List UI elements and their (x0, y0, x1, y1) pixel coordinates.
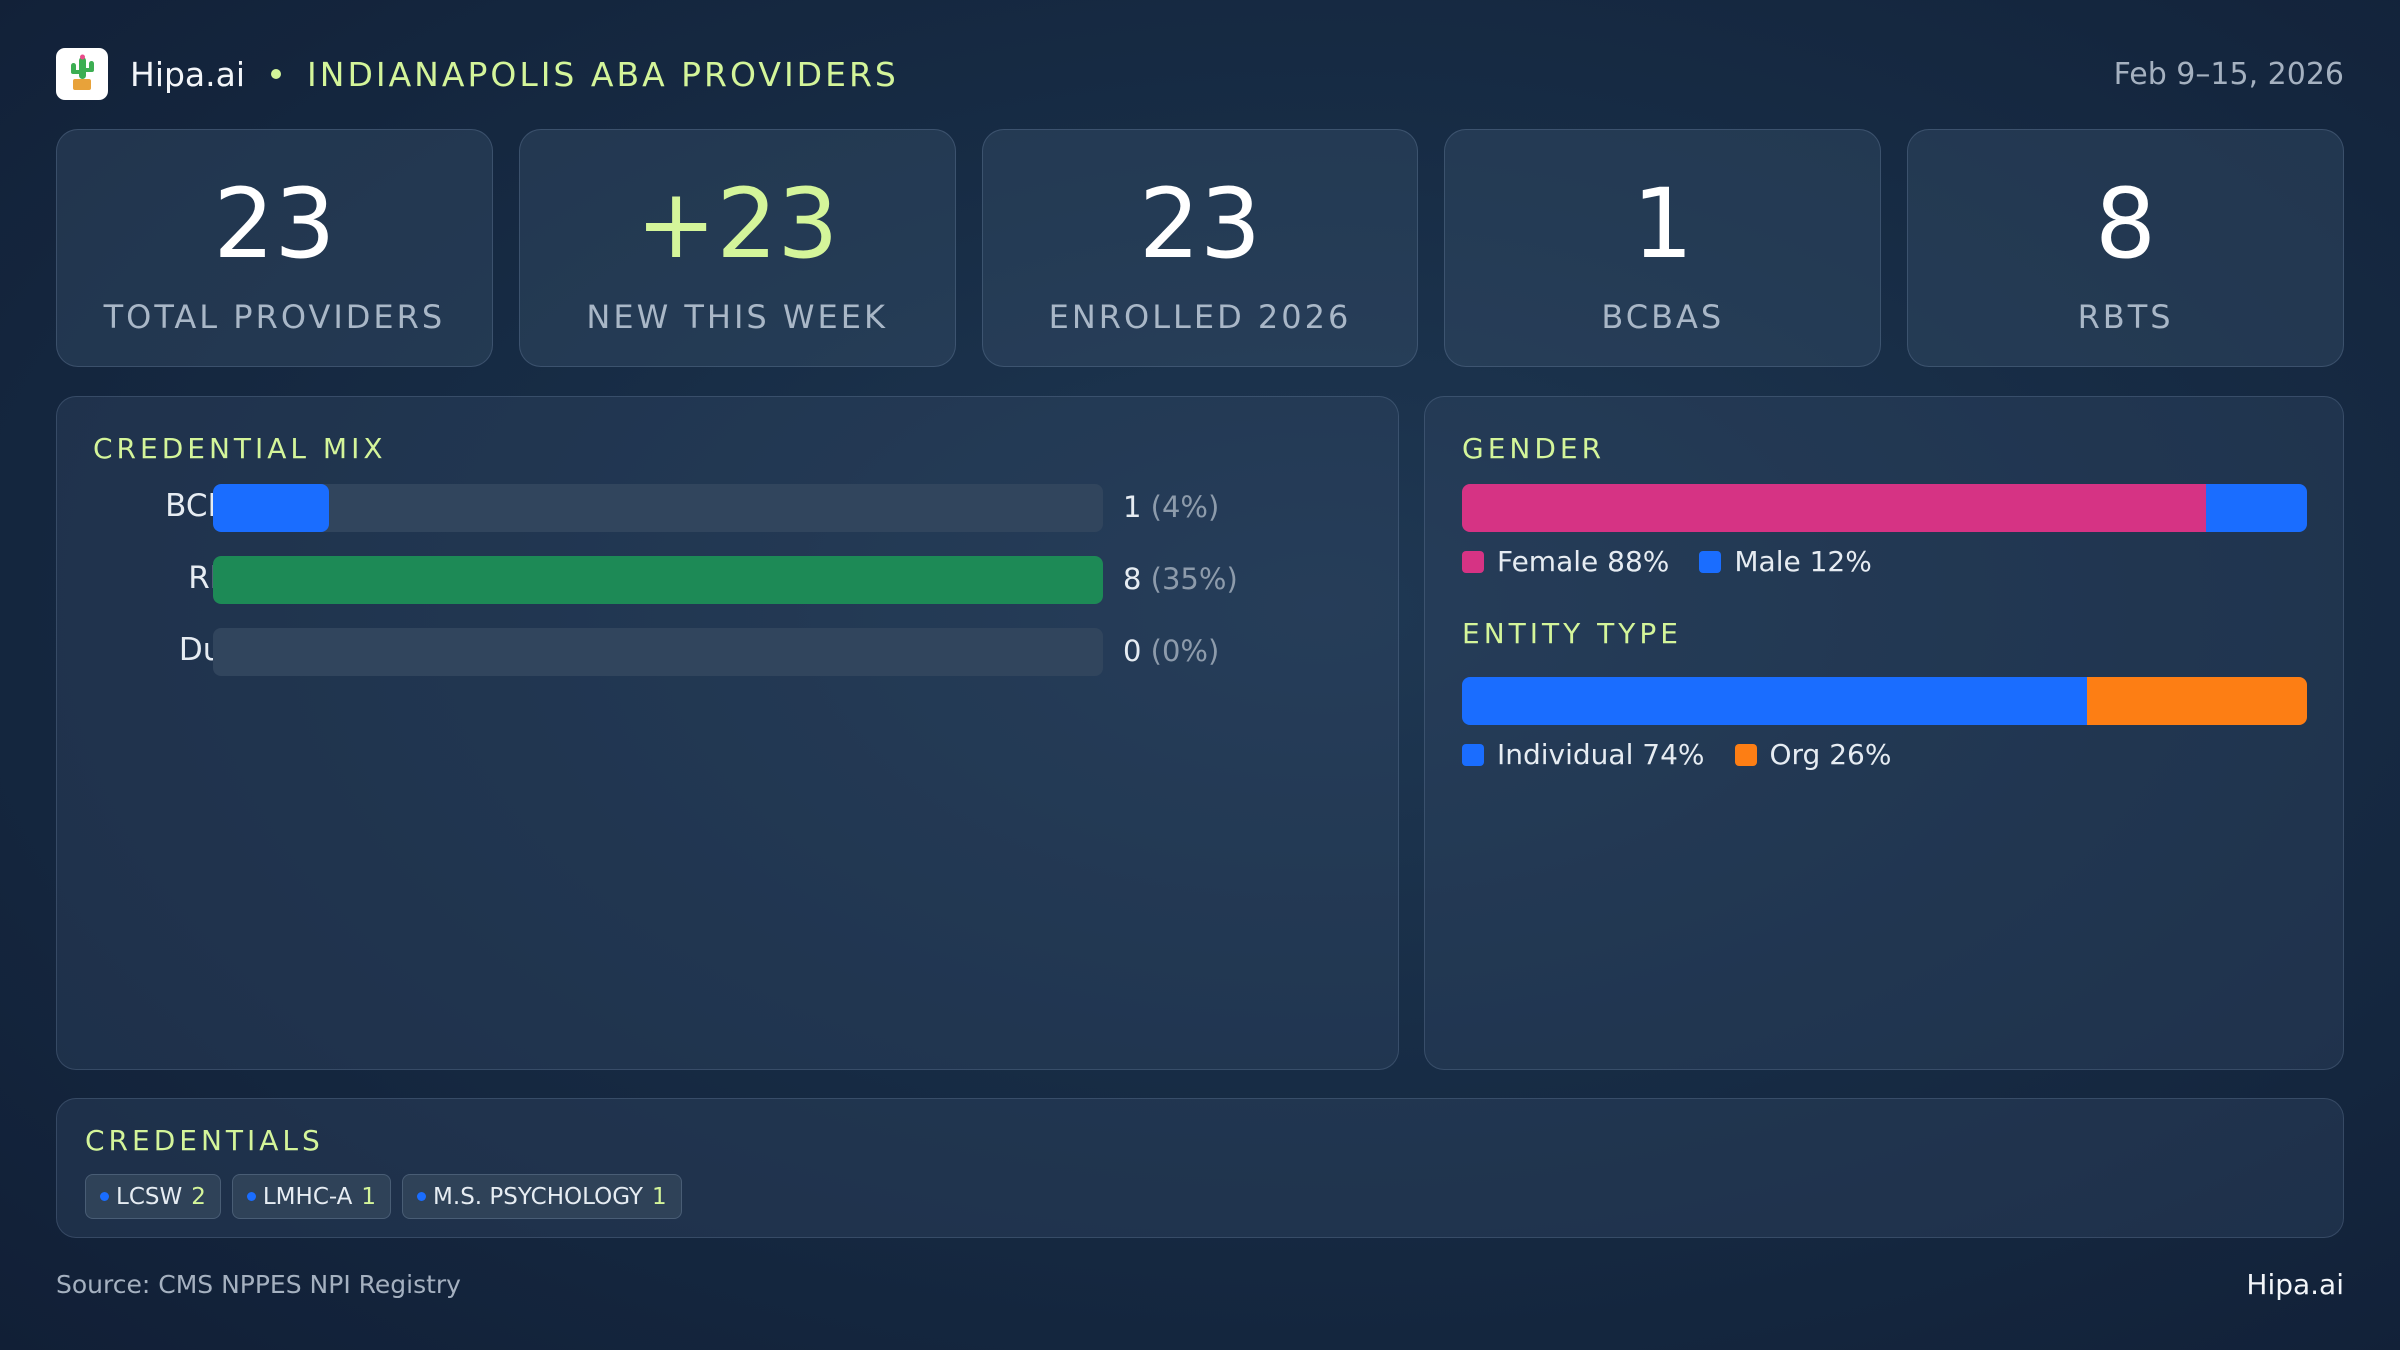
credential-chip-lcsw: LCSW 2 (85, 1174, 221, 1219)
entity-type-title: ENTITY TYPE (1462, 617, 1682, 650)
chip-count: 1 (651, 1183, 667, 1210)
panel-title: CREDENTIAL MIX (93, 432, 387, 465)
panel-title: CREDENTIALS (85, 1124, 324, 1157)
gender-stacked-bar (1462, 484, 2307, 532)
bar-fill (213, 484, 329, 532)
stat-cards: 23 TOTAL PROVIDERS +23 NEW THIS WEEK 23 … (56, 129, 2344, 367)
entity-segment-individual (1462, 677, 2088, 725)
stat-value: 23 (213, 168, 336, 280)
separator-dot (271, 69, 282, 79)
gender-legend: Female 88% Male 12% (1462, 545, 1902, 578)
bar-value: 8 (35%) (1123, 562, 1238, 596)
bar-row-dual: Dual 0 (0%) (57, 628, 1357, 676)
legend-item-org: Org 26% (1734, 738, 1892, 771)
header: Hipa.ai INDIANAPOLIS ABA PROVIDERS Feb 9… (56, 48, 2344, 100)
stat-label: TOTAL PROVIDERS (103, 298, 446, 336)
bar-track (213, 484, 1103, 532)
cactus-icon (65, 53, 99, 95)
date-range: Feb 9–15, 2026 (2113, 56, 2344, 92)
stat-value: 1 (1632, 168, 1694, 280)
page-title: INDIANAPOLIS ABA PROVIDERS (307, 54, 899, 94)
stat-label: NEW THIS WEEK (586, 298, 888, 336)
chip-dot (246, 1192, 256, 1201)
legend-swatch (1462, 550, 1484, 573)
bar-track (213, 556, 1103, 604)
credential-chips: LCSW 2 LMHC-A 1 M.S. PSYCHOLOGY 1 (85, 1174, 682, 1219)
legend-item-male: Male 12% (1699, 545, 1872, 578)
chip-dot (100, 1192, 109, 1201)
stat-card-bcbas: 1 BCBAS (1444, 129, 1882, 367)
stat-card-new-this-week: +23 NEW THIS WEEK (518, 129, 956, 367)
bar-value: 1 (4%) (1123, 490, 1220, 524)
stat-card-enrolled: 23 ENROLLED 2026 (981, 129, 1419, 367)
credential-chip-ms-psychology: M.S. PSYCHOLOGY 1 (402, 1174, 682, 1219)
stat-label: ENROLLED 2026 (1048, 298, 1352, 336)
gender-segment-female (1462, 484, 2206, 532)
stat-card-total-providers: 23 TOTAL PROVIDERS (56, 129, 493, 367)
chip-name: LMHC-A (262, 1183, 353, 1210)
entity-type-legend: Individual 74% Org 26% (1462, 738, 1921, 771)
bar-value: 0 (0%) (1123, 634, 1220, 668)
legend-label: Male 12% (1734, 545, 1872, 578)
entity-type-stacked-bar (1462, 677, 2307, 725)
stat-value: 8 (2095, 168, 2157, 280)
legend-swatch (1462, 743, 1484, 766)
bar-track (213, 628, 1103, 676)
legend-label: Org 26% (1769, 738, 1892, 771)
gender-segment-male (2205, 484, 2307, 532)
chip-dot (417, 1192, 427, 1201)
entity-segment-org (2087, 677, 2307, 725)
chip-count: 1 (361, 1183, 377, 1210)
legend-label: Individual 74% (1497, 738, 1705, 771)
app-logo (56, 48, 108, 100)
stat-card-rbts: 8 RBTS (1907, 129, 2344, 367)
bar-row-rbt: RBT 8 (35%) (57, 556, 1357, 604)
bar-row-bcba: BCBA 1 (4%) (57, 484, 1357, 532)
demographics-panel: GENDER Female 88% Male 12% ENTITY TYPE I… (1424, 396, 2344, 1070)
stat-label: BCBAS (1601, 298, 1725, 336)
bar-fill (213, 556, 1103, 604)
gender-title: GENDER (1462, 432, 1606, 465)
brand-name: Hipa.ai (130, 54, 246, 94)
chip-count: 2 (191, 1183, 206, 1210)
source-note: Source: CMS NPPES NPI Registry (56, 1270, 461, 1299)
footer-brand: Hipa.ai (2246, 1268, 2344, 1301)
stat-value: +23 (635, 168, 839, 280)
legend-label: Female 88% (1497, 545, 1670, 578)
stat-label: RBTS (2077, 298, 2174, 336)
credential-chip-lmhc-a: LMHC-A 1 (231, 1174, 392, 1219)
credentials-panel: CREDENTIALS LCSW 2 LMHC-A 1 M.S. PSYCHOL… (56, 1098, 2344, 1238)
chip-name: LCSW (116, 1183, 183, 1210)
legend-item-female: Female 88% (1462, 545, 1669, 578)
legend-swatch (1699, 550, 1722, 573)
chip-name: M.S. PSYCHOLOGY (433, 1183, 643, 1210)
credential-mix-panel: CREDENTIAL MIX BCBA 1 (4%) RBT 8 (35%) D… (56, 396, 1399, 1070)
legend-swatch (1734, 743, 1757, 766)
legend-item-individual: Individual 74% (1462, 738, 1705, 771)
stat-value: 23 (1138, 168, 1262, 280)
